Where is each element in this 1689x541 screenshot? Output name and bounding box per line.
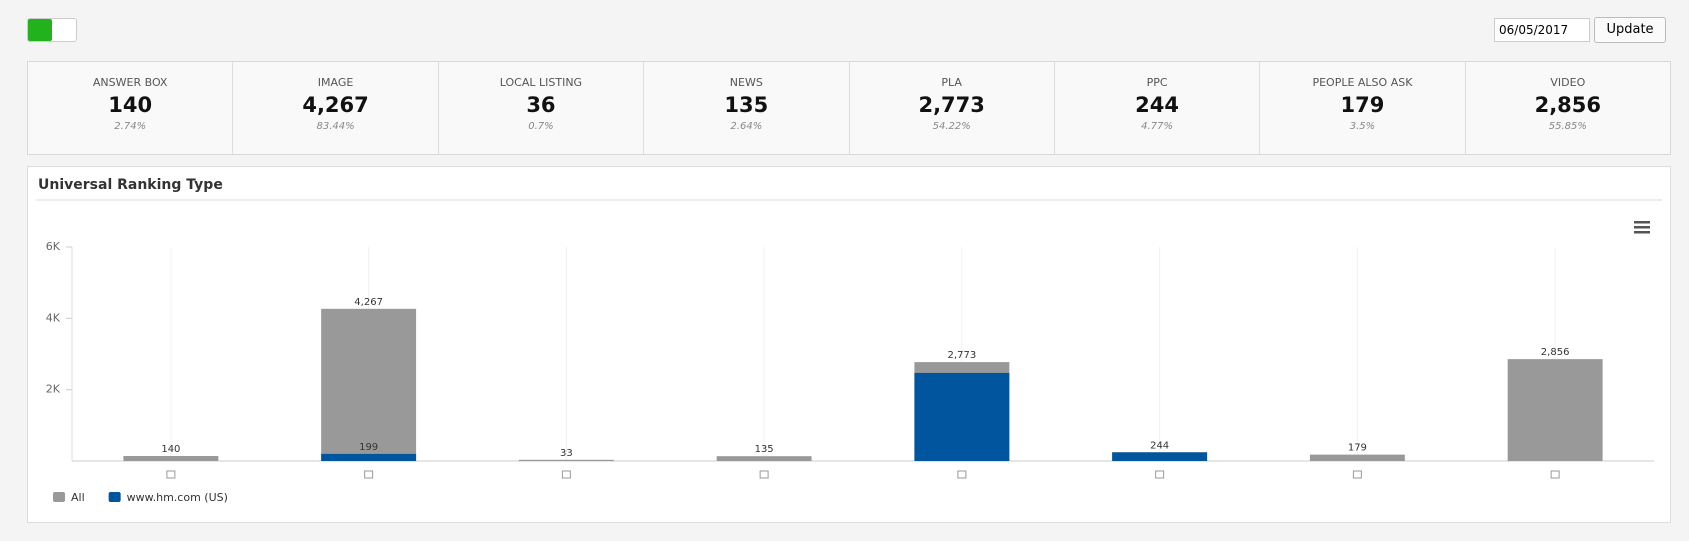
data-label: 2,856: [1541, 347, 1570, 358]
stat-percent: 83.44%: [316, 121, 355, 132]
y-tick-label: 6K: [46, 240, 61, 253]
stat-card: VIDEO 2,856 55.85%: [1466, 62, 1670, 154]
bar: [321, 453, 417, 461]
stat-card: PLA 2,773 54.22%: [850, 62, 1055, 154]
bar: [1507, 359, 1603, 461]
data-label: 140: [161, 444, 180, 455]
bar: [914, 372, 1010, 461]
bar: [321, 308, 417, 461]
legend-label: www.hm.com (US): [127, 491, 228, 504]
legend-label: All: [71, 491, 85, 504]
stat-value: 244: [1135, 93, 1179, 117]
stat-value: 36: [526, 93, 556, 117]
y-tick-label: 2K: [46, 383, 61, 396]
stat-value: 135: [724, 93, 769, 117]
stat-card: PPC 244 4.77%: [1055, 62, 1261, 154]
x-tick-icon: [166, 470, 176, 479]
stat-value: 179: [1340, 93, 1385, 117]
data-label: 244: [1150, 440, 1169, 451]
legend-swatch: [108, 492, 121, 502]
stat-value: 2,773: [918, 93, 985, 117]
stat-value: 2,856: [1534, 93, 1602, 117]
update-button[interactable]: Update: [1594, 17, 1666, 43]
x-tick-icon: [364, 470, 374, 479]
x-tick-icon: [1155, 470, 1165, 479]
chart-title: Universal Ranking Type: [38, 177, 223, 193]
x-tick-icon: [957, 470, 967, 479]
stat-label: PPC: [1146, 76, 1168, 89]
menu-icon[interactable]: [1634, 221, 1650, 234]
toolbar: 06/05/2017 Update: [0, 0, 1689, 60]
x-tick-icon: [561, 470, 571, 479]
bar: [1112, 452, 1208, 461]
y-tick-label: 4K: [46, 311, 61, 324]
stat-card: IMAGE 4,267 83.44%: [233, 62, 439, 154]
desktop-toggle[interactable]: [28, 19, 52, 41]
data-label: 33: [560, 448, 573, 459]
stat-card: LOCAL LISTING 36 0.7%: [439, 62, 645, 154]
stat-label: IMAGE: [317, 76, 354, 89]
bar: [716, 456, 812, 461]
stat-label: PLA: [941, 76, 962, 89]
x-tick-icon: [759, 470, 769, 479]
stat-label: PEOPLE ALSO ASK: [1312, 76, 1413, 89]
legend-swatch: [53, 492, 65, 502]
stat-card: NEWS 135 2.64%: [644, 62, 850, 154]
data-label: 4,267: [354, 297, 383, 308]
stat-percent: 0.7%: [528, 121, 554, 132]
stat-card: PEOPLE ALSO ASK 179 3.5%: [1260, 62, 1466, 154]
data-label: 2,773: [948, 350, 977, 361]
stat-card: ANSWER BOX 140 2.74%: [28, 62, 234, 154]
stat-percent: 2.64%: [730, 121, 763, 132]
stat-value: 4,267: [302, 93, 369, 117]
chart: Universal Ranking Type 2K 4K 6K 140 4,267 33 1…: [36, 177, 1662, 504]
x-tick-icon: [1550, 470, 1560, 479]
stat-percent: 2.74%: [114, 121, 147, 132]
stat-label: VIDEO: [1550, 76, 1586, 89]
data-label: 199: [359, 442, 378, 453]
data-label: 135: [755, 444, 774, 455]
stat-percent: 4.77%: [1141, 121, 1173, 132]
chart-panel: Universal Ranking Type 2K 4K 6K 140 4,267 33 1…: [27, 166, 1671, 523]
stat-cards: ANSWER BOX 140 2.74% IMAGE 4,267 83.44% LOCAL …: [27, 61, 1671, 155]
stat-percent: 55.85%: [1548, 121, 1587, 132]
device-toggle[interactable]: [27, 18, 77, 42]
data-label: 179: [1348, 443, 1367, 454]
bar: [518, 459, 614, 461]
date-input[interactable]: 06/05/2017: [1494, 18, 1590, 42]
stat-value: 140: [108, 93, 153, 117]
stat-percent: 54.22%: [932, 121, 971, 132]
bar: [1309, 454, 1405, 461]
stat-label: LOCAL LISTING: [499, 76, 583, 89]
stat-percent: 3.5%: [1349, 121, 1376, 132]
bar: [123, 456, 219, 461]
stat-label: ANSWER BOX: [92, 76, 168, 89]
stat-label: NEWS: [729, 76, 763, 89]
x-tick-icon: [1352, 470, 1362, 479]
